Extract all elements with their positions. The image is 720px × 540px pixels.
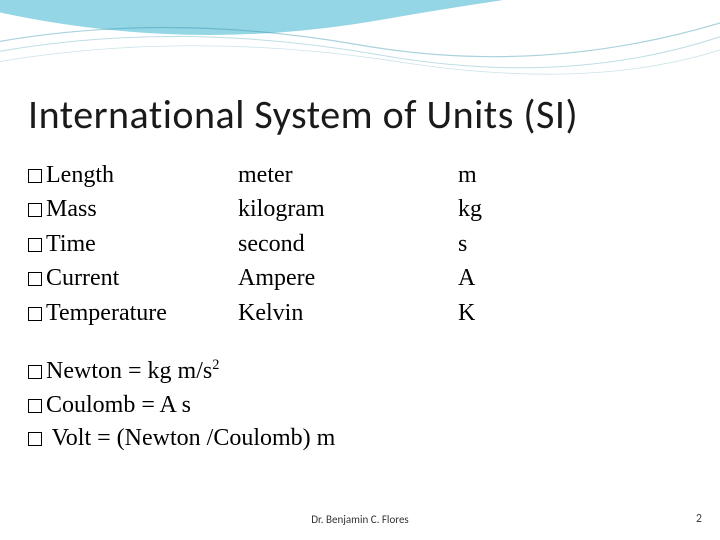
derived-line: Coulomb = A s [28, 389, 692, 423]
quantity-cell: Current [28, 262, 238, 294]
derived-text: Coulomb = A s [46, 392, 191, 418]
quantity-label: Length [46, 162, 114, 188]
quantity-label: Current [46, 265, 119, 291]
bullet-square-icon [28, 169, 42, 183]
unit-cell: Kelvin [238, 297, 458, 329]
symbol-cell: K [458, 297, 578, 329]
superscript: 2 [212, 357, 219, 373]
quantity-cell: Time [28, 228, 238, 260]
symbol-cell: m [458, 159, 578, 191]
derived-units: Newton = kg m/s2 Coulomb = A s Volt = (N… [28, 355, 692, 456]
derived-text: Volt = (Newton /Coulomb) m [46, 425, 335, 451]
symbol-cell: s [458, 228, 578, 260]
unit-cell: meter [238, 159, 458, 191]
derived-text: Newton = kg m/s [46, 358, 212, 384]
unit-cell: Ampere [238, 262, 458, 294]
bullet-square-icon [28, 399, 42, 413]
unit-cell: kilogram [238, 193, 458, 225]
bullet-square-icon [28, 365, 42, 379]
bullet-square-icon [28, 307, 42, 321]
quantity-cell: Mass [28, 193, 238, 225]
derived-line: Newton = kg m/s2 [28, 355, 692, 389]
bullet-square-icon [28, 432, 42, 446]
slide-title: International System of Units (SI) [28, 90, 692, 139]
slide-body: International System of Units (SI) Lengt… [0, 0, 720, 540]
quantity-label: Temperature [46, 300, 167, 326]
symbol-cell: A [458, 262, 578, 294]
bullet-square-icon [28, 272, 42, 286]
footer-author: Dr. Benjamin C. Flores [0, 513, 720, 526]
quantity-cell: Length [28, 159, 238, 191]
quantity-cell: Temperature [28, 297, 238, 329]
bullet-square-icon [28, 238, 42, 252]
units-table: Length meter m Mass kilogram kg Time sec… [28, 159, 692, 329]
derived-line: Volt = (Newton /Coulomb) m [28, 422, 692, 456]
bullet-square-icon [28, 203, 42, 217]
unit-cell: second [238, 228, 458, 260]
quantity-label: Mass [46, 196, 97, 222]
quantity-label: Time [46, 231, 96, 257]
page-number: 2 [696, 512, 702, 526]
symbol-cell: kg [458, 193, 578, 225]
